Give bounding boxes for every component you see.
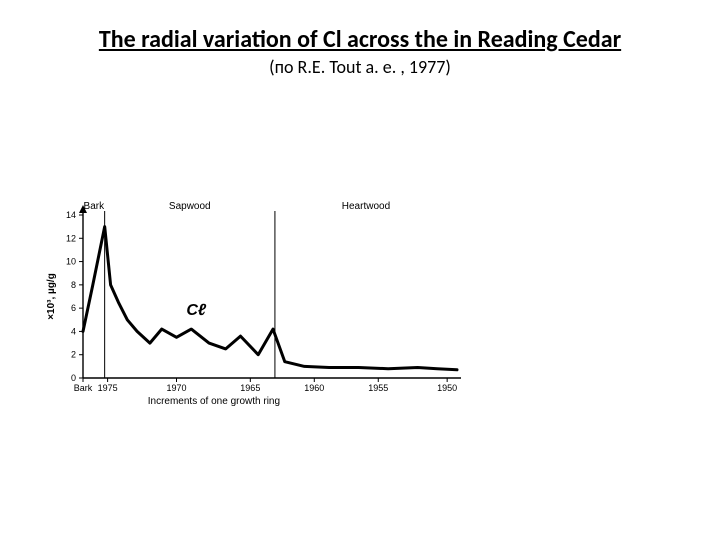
slide: The radial variation of Cl across the in… — [0, 0, 720, 540]
svg-text:1970: 1970 — [166, 383, 186, 393]
svg-text:8: 8 — [71, 280, 76, 290]
slide-title: The radial variation of Cl across the in… — [30, 25, 690, 54]
svg-text:1960: 1960 — [304, 383, 324, 393]
svg-text:Bark: Bark — [74, 383, 93, 393]
svg-text:1965: 1965 — [240, 383, 260, 393]
svg-text:10: 10 — [66, 257, 76, 267]
svg-text:1950: 1950 — [437, 383, 457, 393]
svg-text:2: 2 — [71, 350, 76, 360]
svg-text:1955: 1955 — [368, 383, 388, 393]
slide-subtitle: (по R.E. Tout a. e. , 1977) — [30, 56, 690, 78]
svg-text:Sapwood: Sapwood — [169, 201, 211, 212]
svg-text:12: 12 — [66, 233, 76, 243]
svg-text:4: 4 — [71, 326, 76, 336]
svg-text:6: 6 — [71, 303, 76, 313]
cl-variation-chart: 0 2 4 6 8 10 12 14 ×10³, µg/g Bark Sapwood Heartwoo… — [45, 195, 465, 410]
svg-text:Bark: Bark — [84, 201, 106, 212]
svg-text:Cℓ: Cℓ — [186, 302, 207, 319]
svg-text:14: 14 — [66, 210, 76, 220]
svg-text:×10³, µg/g: ×10³, µg/g — [46, 273, 57, 320]
svg-text:0: 0 — [71, 373, 76, 383]
svg-text:Heartwood: Heartwood — [342, 201, 390, 212]
svg-text:1975: 1975 — [98, 383, 118, 393]
svg-text:Increments of one growth ring: Increments of one growth ring — [148, 396, 280, 407]
